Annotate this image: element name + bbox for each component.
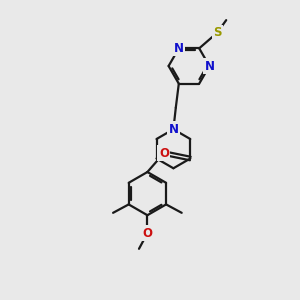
Text: N: N: [168, 123, 178, 136]
Text: N: N: [174, 42, 184, 55]
Text: O: O: [159, 147, 169, 160]
Text: N: N: [204, 59, 214, 73]
Text: O: O: [142, 227, 152, 240]
Text: S: S: [213, 26, 221, 39]
